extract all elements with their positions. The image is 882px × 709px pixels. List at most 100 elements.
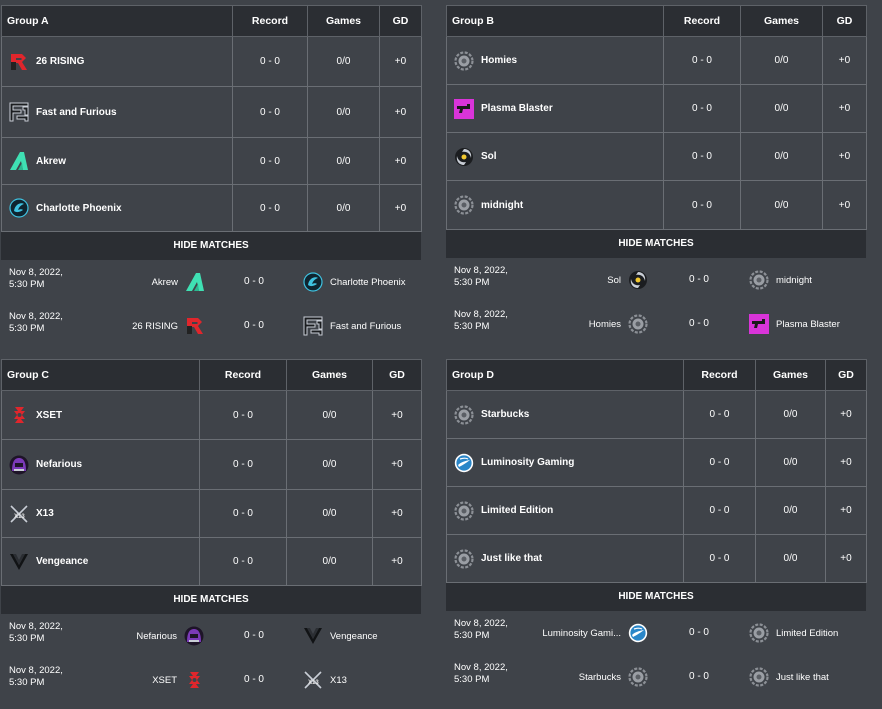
team-cell[interactable]: 26 RISING [1,36,233,87]
team-cell[interactable]: Just like that [446,534,684,583]
table-row[interactable]: Plasma Blaster 0 - 0 0/0 +0 [446,84,867,133]
team-name[interactable]: Starbucks [481,409,530,420]
table-row[interactable]: Luminosity Gaming 0 - 0 0/0 +0 [446,438,867,487]
away-team[interactable]: Vengeance [303,614,378,658]
away-team-name[interactable]: Just like that [776,671,829,683]
home-team-name[interactable]: 26 RISING [132,320,178,332]
away-team[interactable]: X13 X13 [303,658,347,702]
away-team-name[interactable]: Plasma Blaster [776,318,840,330]
team-name[interactable]: X13 [36,508,54,519]
team-cell[interactable]: Sol [446,132,664,181]
match-row[interactable]: Nov 8, 2022, 5:30 PM XSET 0 - 0 X13 X13 [1,658,421,702]
away-team-name[interactable]: X13 [330,674,347,686]
match-row[interactable]: Nov 8, 2022, 5:30 PM Starbucks 0 - 0 Just… [446,655,866,699]
team-name[interactable]: Just like that [481,553,543,564]
team-cell[interactable]: Charlotte Phoenix [1,184,233,232]
team-name[interactable]: Homies [481,55,518,66]
record-header[interactable]: Record [199,359,287,391]
table-row[interactable]: Nefarious 0 - 0 0/0 +0 [1,439,422,490]
table-row[interactable]: Sol 0 - 0 0/0 +0 [446,132,867,181]
away-team[interactable]: Limited Edition [749,611,838,655]
home-team[interactable]: Luminosity Gami... [542,611,648,655]
away-team-name[interactable]: Limited Edition [776,627,839,639]
hide-matches-button[interactable]: HIDE MATCHES [446,583,866,611]
table-row[interactable]: X13 X13 0 - 0 0/0 +0 [1,489,422,538]
team-cell[interactable]: X13 X13 [1,489,200,538]
gd-header[interactable]: GD [379,5,422,37]
team-name[interactable]: Plasma Blaster [481,103,553,114]
away-team[interactable]: Charlotte Phoenix [303,260,406,304]
gd-header[interactable]: GD [822,5,867,37]
team-cell[interactable]: Akrew [1,137,233,185]
team-name[interactable]: Charlotte Phoenix [36,202,122,214]
away-team-name[interactable]: Charlotte Phoenix [330,276,406,288]
table-row[interactable]: Fast and Furious 0 - 0 0/0 +0 [1,86,422,138]
away-team[interactable]: Fast and Furious [303,304,401,348]
home-team[interactable]: 26 RISING [132,304,205,348]
home-team[interactable]: Sol [607,258,648,302]
table-row[interactable]: 26 RISING 0 - 0 0/0 +0 [1,36,422,87]
team-cell[interactable]: midnight [446,180,664,230]
away-team[interactable]: midnight [749,258,812,302]
home-team-name[interactable]: XSET [152,674,177,686]
games-header[interactable]: Games [286,359,373,391]
team-name[interactable]: Nefarious [36,459,83,470]
match-row[interactable]: Nov 8, 2022, 5:30 PM Luminosity Gami... 0… [446,611,866,655]
home-team[interactable]: Homies [589,302,648,346]
games-header[interactable]: Games [307,5,380,37]
table-row[interactable]: midnight 0 - 0 0/0 +0 [446,180,867,230]
home-team-name[interactable]: Akrew [151,276,178,288]
hide-matches-button[interactable]: HIDE MATCHES [446,230,866,258]
team-name[interactable]: XSET [36,409,63,421]
record-header[interactable]: Record [232,5,308,37]
away-team[interactable]: Just like that [749,655,829,699]
home-team[interactable]: Akrew [152,260,205,304]
home-team-name[interactable]: Starbucks [578,671,621,683]
team-cell[interactable]: Vengeance [1,537,200,586]
match-row[interactable]: Nov 8, 2022, 5:30 PM Homies 0 - 0 Plasma … [446,302,866,346]
games-header[interactable]: Games [740,5,823,37]
home-team[interactable]: Nefarious [136,614,204,658]
table-row[interactable]: Akrew 0 - 0 0/0 +0 [1,137,422,185]
team-name[interactable]: Luminosity Gaming [481,457,575,468]
home-team-name[interactable]: Homies [588,318,621,330]
team-name[interactable]: 26 RISING [36,56,85,67]
team-cell[interactable]: Limited Edition [446,486,684,535]
team-cell[interactable]: Starbucks [446,390,684,439]
team-name[interactable]: Fast and Furious [36,106,117,118]
table-row[interactable]: XSET 0 - 0 0/0 +0 [1,390,422,440]
table-row[interactable]: Just like that 0 - 0 0/0 +0 [446,534,867,583]
home-team-name[interactable]: Nefarious [136,630,177,642]
away-team-name[interactable]: Vengeance [330,630,378,642]
table-row[interactable]: Limited Edition 0 - 0 0/0 +0 [446,486,867,535]
games-header[interactable]: Games [755,359,826,391]
team-cell[interactable]: Luminosity Gaming [446,438,684,487]
hide-matches-button[interactable]: HIDE MATCHES [1,232,421,260]
hide-matches-button[interactable]: HIDE MATCHES [1,586,421,614]
team-name[interactable]: Vengeance [36,556,89,567]
home-team[interactable]: Starbucks [579,655,648,699]
team-cell[interactable]: Plasma Blaster [446,84,664,133]
match-row[interactable]: Nov 8, 2022, 5:30 PM Nefarious 0 - 0 Veng… [1,614,421,658]
gd-header[interactable]: GD [825,359,867,391]
table-row[interactable]: Starbucks 0 - 0 0/0 +0 [446,390,867,439]
gd-header[interactable]: GD [372,359,422,391]
match-row[interactable]: Nov 8, 2022, 5:30 PM 26 RISING 0 - 0 Fast… [1,304,421,348]
home-team[interactable]: XSET [152,658,204,702]
team-name[interactable]: Sol [481,151,497,162]
table-row[interactable]: Charlotte Phoenix 0 - 0 0/0 +0 [1,184,422,232]
match-row[interactable]: Nov 8, 2022, 5:30 PM Sol 0 - 0 midnight [446,258,866,302]
home-team-name[interactable]: Luminosity Gami... [542,627,621,639]
team-name[interactable]: Limited Edition [481,505,554,516]
record-header[interactable]: Record [683,359,756,391]
home-team-name[interactable]: Sol [607,274,621,286]
team-cell[interactable]: Homies [446,36,664,85]
team-cell[interactable]: Fast and Furious [1,86,233,138]
team-cell[interactable]: Nefarious [1,439,200,490]
team-cell[interactable]: XSET [1,390,200,440]
table-row[interactable]: Vengeance 0 - 0 0/0 +0 [1,537,422,586]
team-name[interactable]: midnight [481,199,524,211]
record-header[interactable]: Record [663,5,741,37]
team-name[interactable]: Akrew [36,155,67,167]
away-team-name[interactable]: Fast and Furious [330,320,402,332]
